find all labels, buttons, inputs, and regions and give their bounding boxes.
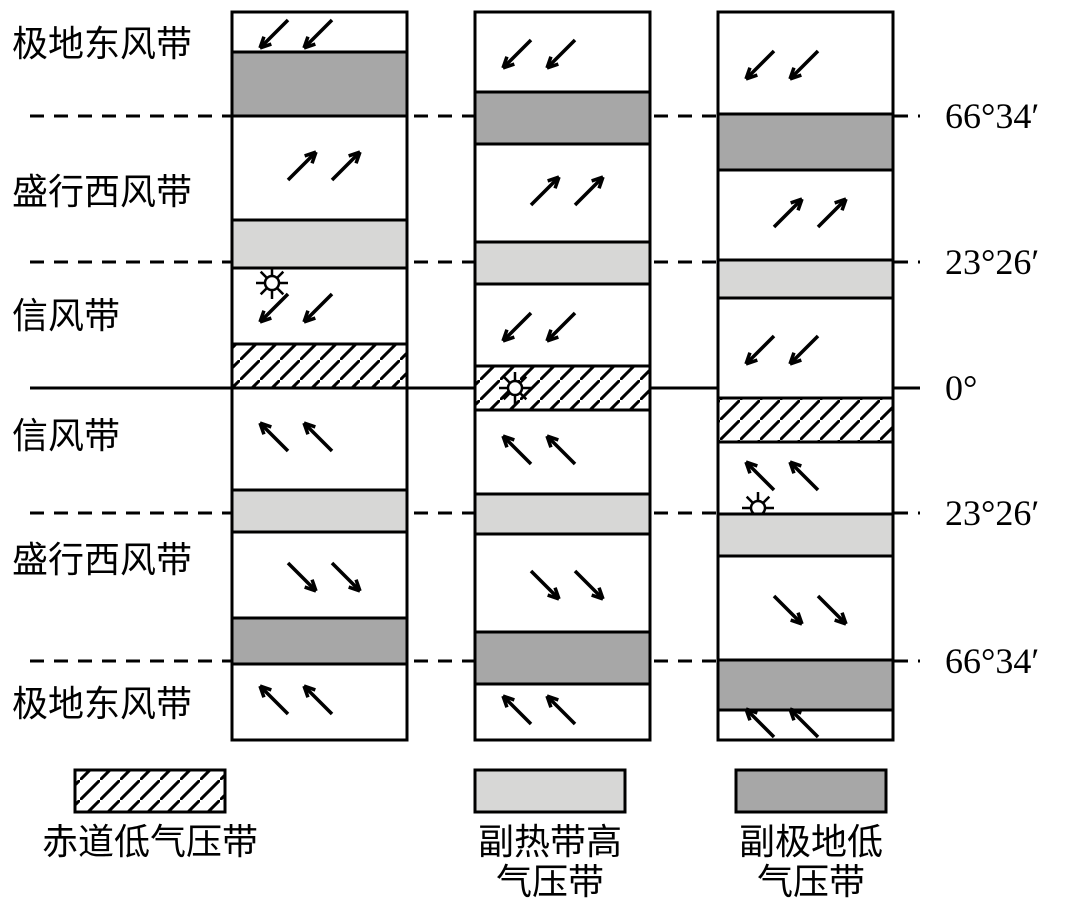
- band: [232, 490, 407, 532]
- sun-icon: [256, 267, 288, 299]
- wind-label: 极地东风带: [12, 24, 192, 64]
- column-2: [718, 12, 893, 740]
- band: [718, 170, 893, 260]
- band: [232, 344, 407, 388]
- legend-label: 副热带高: [478, 822, 622, 862]
- band: [232, 220, 407, 268]
- sun-icon: [499, 372, 531, 404]
- column-1: [475, 12, 650, 740]
- band: [475, 494, 650, 534]
- band: [718, 556, 893, 660]
- band: [718, 398, 893, 442]
- lat-label: 23°26′: [945, 242, 1039, 282]
- lat-label: 23°26′: [945, 493, 1039, 533]
- band: [718, 660, 893, 710]
- lat-label: 66°34′: [945, 96, 1039, 136]
- band: [232, 116, 407, 220]
- band: [718, 514, 893, 556]
- wind-label: 盛行西风带: [12, 540, 192, 580]
- legend-label: 赤道低气压带: [42, 822, 258, 862]
- band: [232, 532, 407, 618]
- wind-belts-diagram: 66°34′23°26′0°23°26′66°34′极地东风带盛行西风带信风带信…: [0, 0, 1080, 898]
- legend-label: 副极地低: [739, 822, 883, 862]
- wind-label: 极地东风带: [12, 684, 192, 724]
- lat-label: 66°34′: [945, 641, 1039, 681]
- band: [718, 260, 893, 298]
- lat-label: 0°: [945, 368, 977, 408]
- wind-label: 盛行西风带: [12, 172, 192, 212]
- legend-swatch: [736, 770, 886, 812]
- column-0: [232, 12, 407, 740]
- band: [232, 618, 407, 664]
- band: [232, 52, 407, 116]
- wind-label: 信风带: [12, 296, 120, 336]
- band: [718, 114, 893, 170]
- band: [475, 632, 650, 684]
- band: [475, 144, 650, 242]
- legend-label: 气压带: [757, 862, 865, 898]
- legend-label: 气压带: [496, 862, 604, 898]
- legend-swatch: [75, 770, 225, 812]
- legend-swatch: [475, 770, 625, 812]
- band: [475, 534, 650, 632]
- band: [475, 242, 650, 284]
- columns: [232, 12, 893, 740]
- wind-label: 信风带: [12, 416, 120, 456]
- band: [475, 92, 650, 144]
